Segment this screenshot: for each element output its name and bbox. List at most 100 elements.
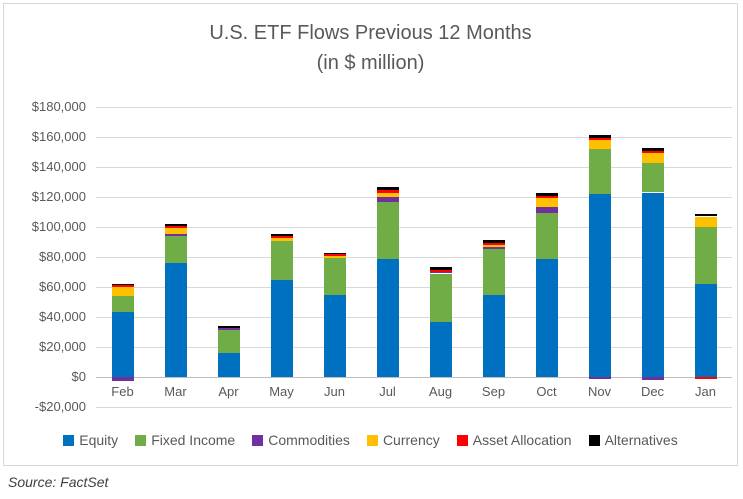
x-axis: Feb Mar Apr May Jun Jul Aug Sep Oct Nov Dec Jan bbox=[96, 384, 732, 404]
bar-segment-fixed-income bbox=[641, 163, 664, 193]
bar-segment-commodities bbox=[482, 247, 505, 250]
gridline bbox=[96, 167, 732, 168]
x-tick-label-jul: Jul bbox=[379, 384, 396, 399]
bar-segment-alternatives bbox=[482, 240, 505, 244]
bar-segment-currency bbox=[641, 152, 664, 164]
legend-label-asset-allocation: Asset Allocation bbox=[472, 432, 572, 448]
bar-segment-alternatives bbox=[323, 252, 346, 255]
x-tick-label-mar: Mar bbox=[164, 384, 187, 399]
bar-segment-commodities bbox=[641, 377, 664, 380]
bar-segment-equity bbox=[376, 258, 399, 377]
bar-segment-fixed-income bbox=[323, 257, 346, 296]
legend-label-commodities: Commodities bbox=[268, 432, 350, 448]
y-axis: $180,000 $160,000 $140,000 $120,000 $100,000… bbox=[4, 99, 90, 414]
bar-segment-fixed-income bbox=[694, 226, 717, 284]
chart-frame: U.S. ETF Flows Previous 12 Months (in $ … bbox=[3, 3, 738, 466]
bar-segment-commodities bbox=[217, 327, 240, 330]
legend-swatch-fixed-income bbox=[135, 434, 147, 446]
bar-segment-asset-allocation bbox=[164, 226, 187, 229]
bar-segment-commodities bbox=[164, 234, 187, 236]
bar-segment-equity bbox=[482, 295, 505, 377]
gridline bbox=[96, 137, 732, 138]
bar-segment-fixed-income bbox=[429, 273, 452, 322]
bar-segment-alternatives bbox=[270, 234, 293, 237]
gridline bbox=[96, 107, 732, 108]
bar-segment-equity bbox=[270, 279, 293, 377]
y-tick-label: $100,000 bbox=[31, 219, 86, 234]
y-tick-label: $60,000 bbox=[39, 279, 86, 294]
bar-segment-fixed-income bbox=[535, 213, 558, 260]
legend-swatch-asset-allocation bbox=[456, 434, 468, 446]
bar-segment-equity bbox=[217, 353, 240, 377]
y-tick-label: $140,000 bbox=[31, 159, 86, 174]
gridline bbox=[96, 227, 732, 228]
bar-segment-fixed-income bbox=[482, 249, 505, 296]
bar-segment-commodities bbox=[429, 271, 452, 274]
x-tick-label-aug: Aug bbox=[428, 384, 453, 399]
bar-segment-asset-allocation bbox=[270, 236, 293, 238]
x-tick-label-sep: Sep bbox=[481, 384, 506, 399]
chart-subtitle: (in $ million) bbox=[316, 52, 425, 74]
gridline bbox=[96, 287, 732, 288]
bar-segment-asset-allocation bbox=[429, 270, 452, 272]
gridline bbox=[96, 407, 732, 408]
bar-segment-fixed-income bbox=[111, 296, 134, 313]
bar-segment-equity bbox=[588, 194, 611, 377]
y-tick-label: $20,000 bbox=[39, 339, 86, 354]
y-tick-label: $120,000 bbox=[31, 189, 86, 204]
bar-segment-equity bbox=[694, 284, 717, 377]
zero-axis-line bbox=[96, 377, 732, 378]
legend-swatch-alternatives bbox=[588, 434, 600, 446]
bar-segment-commodities bbox=[535, 207, 558, 214]
legend-swatch-currency bbox=[366, 434, 378, 446]
x-tick-label-dec: Dec bbox=[640, 384, 665, 399]
legend-item-alternatives: Alternatives bbox=[588, 432, 678, 448]
chart-title: U.S. ETF Flows Previous 12 Months bbox=[209, 22, 532, 44]
bar-segment-alternatives bbox=[217, 325, 240, 328]
x-tick-label-apr: Apr bbox=[218, 384, 239, 399]
bar-segment-commodities bbox=[376, 197, 399, 203]
bar-segment-alternatives bbox=[641, 148, 664, 151]
legend-label-fixed-income: Fixed Income bbox=[151, 432, 236, 448]
x-tick-label-jun: Jun bbox=[324, 384, 345, 399]
legend-item-fixed-income: Fixed Income bbox=[135, 432, 235, 448]
bar-segment-currency bbox=[694, 216, 717, 227]
bar-segment-equity bbox=[164, 263, 187, 377]
bar-segment-commodities bbox=[111, 377, 134, 382]
x-tick-label-oct: Oct bbox=[536, 384, 557, 399]
bar-segment-asset-allocation bbox=[323, 254, 346, 257]
bar-segment-asset-allocation bbox=[641, 150, 664, 153]
bar-segment-alternatives bbox=[111, 283, 134, 286]
bar-segment-currency bbox=[482, 244, 505, 248]
source-note: Source: FactSet bbox=[8, 474, 109, 490]
bar-segment-commodities bbox=[588, 377, 611, 380]
bar-segment-fixed-income bbox=[217, 329, 240, 353]
bar-segment-fixed-income bbox=[588, 149, 611, 194]
bar-segment-currency bbox=[535, 198, 558, 208]
legend: Equity Fixed Income Commodities Currency Ass… bbox=[4, 432, 737, 448]
legend-item-currency: Currency bbox=[366, 432, 440, 448]
x-tick-label-nov: Nov bbox=[587, 384, 612, 399]
gridline bbox=[96, 197, 732, 198]
gridline bbox=[96, 317, 732, 318]
bar-segment-currency bbox=[164, 228, 187, 235]
bar-segment-alternatives bbox=[588, 135, 611, 138]
bar-segment-alternatives bbox=[694, 213, 717, 217]
y-tick-label: $80,000 bbox=[39, 249, 86, 264]
legend-label-currency: Currency bbox=[382, 432, 440, 448]
bar-segment-equity bbox=[111, 312, 134, 377]
bar-segment-fixed-income bbox=[164, 236, 187, 263]
legend-swatch-equity bbox=[63, 434, 75, 446]
bar-segment-asset-allocation bbox=[535, 196, 558, 199]
plot-area bbox=[96, 107, 732, 408]
y-tick-label: $180,000 bbox=[31, 99, 86, 114]
bar-segment-equity bbox=[535, 259, 558, 377]
bar-segment-alternatives bbox=[164, 224, 187, 227]
bar-segment-asset-allocation bbox=[376, 189, 399, 193]
bar-segment-alternatives bbox=[535, 193, 558, 197]
bar-segment-equity bbox=[323, 295, 346, 377]
bar-segment-currency bbox=[588, 139, 611, 149]
bar-segment-equity bbox=[429, 321, 452, 377]
legend-item-commodities: Commodities bbox=[252, 432, 350, 448]
